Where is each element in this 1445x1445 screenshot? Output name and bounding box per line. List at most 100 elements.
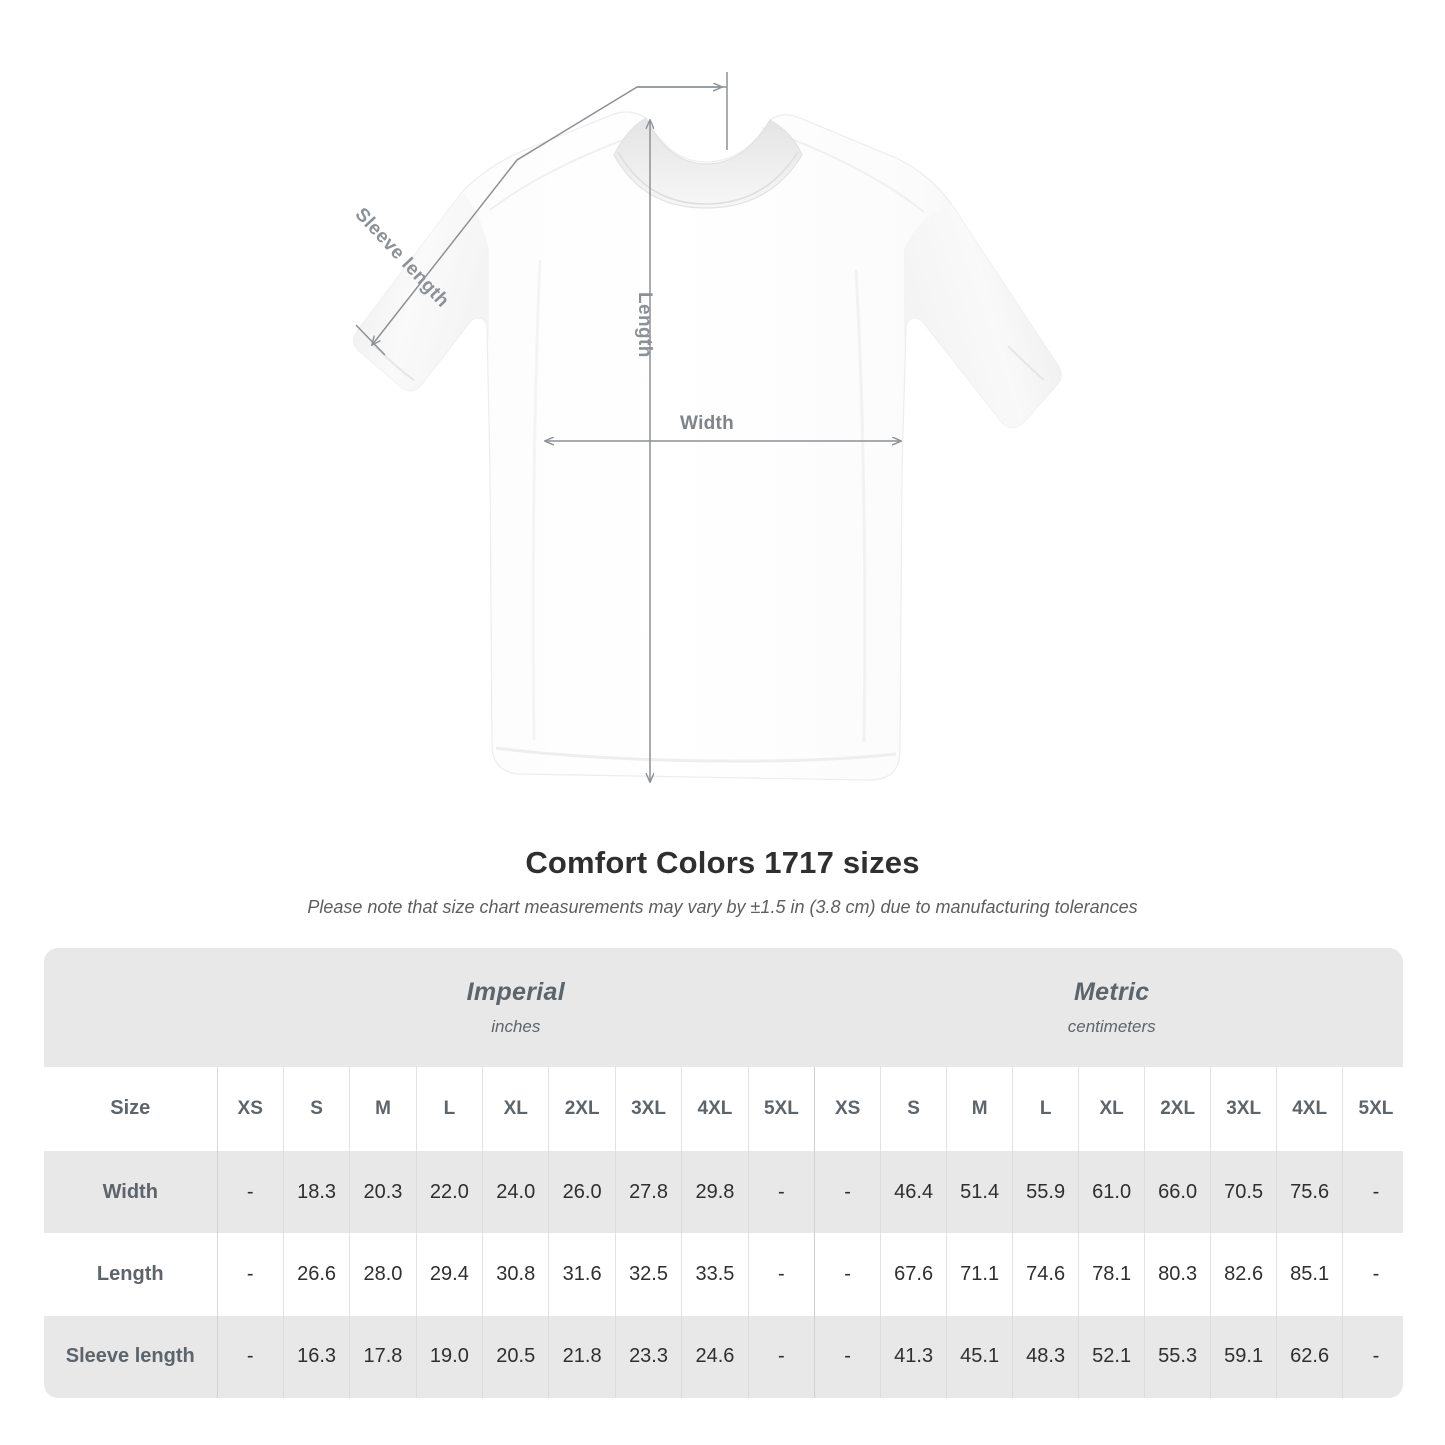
metric-label: Metric (1073, 977, 1150, 1006)
header-metric-3xl: 3XL (1210, 1066, 1278, 1151)
tshirt-illustration (352, 72, 1062, 830)
header-imperial-xl: XL (482, 1066, 550, 1151)
tshirt-diagram: Sleeve length Length Width (351, 72, 1062, 830)
row-label-length: Length (44, 1233, 218, 1316)
cell-width-imperial-m: 20.3 (349, 1150, 417, 1234)
table-row: Length - 26.6 28.0 29.4 30.8 31.6 32.5 3… (44, 1233, 1403, 1316)
imperial-unit: inches (491, 1016, 541, 1036)
cell-width-imperial-4xl: 29.8 (681, 1150, 749, 1234)
cell-sleeve-metric-4xl: 62.6 (1276, 1315, 1344, 1398)
cell-length-metric-l: 74.6 (1012, 1233, 1080, 1316)
cell-length-metric-4xl: 85.1 (1276, 1233, 1344, 1316)
cell-width-metric-2xl: 66.0 (1144, 1150, 1212, 1234)
header-metric-2xl: 2XL (1144, 1066, 1212, 1151)
cell-length-metric-2xl: 80.3 (1144, 1233, 1212, 1316)
unit-system-band: Imperial inches Metric centimeters (44, 948, 1403, 1067)
cell-length-imperial-3xl: 32.5 (615, 1233, 683, 1316)
cell-width-metric-m: 51.4 (946, 1150, 1014, 1234)
cell-sleeve-metric-3xl: 59.1 (1210, 1315, 1278, 1398)
cell-length-imperial-s: 26.6 (283, 1233, 351, 1316)
cell-length-imperial-m: 28.0 (349, 1233, 417, 1316)
length-dimension-label: Length (634, 292, 655, 358)
cell-length-imperial-4xl: 33.5 (681, 1233, 749, 1316)
size-header-row: Size XS S M L XL 2XL 3XL 4XL 5XL XS S M … (44, 1066, 1403, 1151)
cell-sleeve-imperial-2xl: 21.8 (548, 1315, 616, 1398)
size-column-header: Size (44, 1066, 218, 1151)
cell-width-imperial-xs: - (217, 1150, 284, 1234)
header-imperial-3xl: 3XL (615, 1066, 683, 1151)
cell-width-imperial-xl: 24.0 (482, 1150, 550, 1234)
body-fold-left (531, 259, 542, 741)
sleeve-length-cuff-tick (355, 324, 386, 356)
cell-width-metric-5xl: - (1372, 1180, 1380, 1203)
cell-length-imperial-5xl: - (748, 1233, 816, 1316)
header-imperial-2xl: 2XL (548, 1066, 616, 1151)
cell-length-metric-xl: 78.1 (1078, 1233, 1146, 1316)
table-row: Width - 18.3 20.3 22.0 24.0 26.0 27.8 29… (44, 1150, 1403, 1234)
cell-sleeve-imperial-3xl: 23.3 (615, 1315, 683, 1398)
measurement-tolerance-note: Please note that size chart measurements… (307, 897, 1138, 917)
cell-sleeve-imperial-5xl: - (748, 1315, 816, 1398)
header-imperial-xs: XS (217, 1066, 284, 1151)
header-metric-m: M (946, 1066, 1014, 1151)
header-imperial-s: S (283, 1066, 351, 1151)
left-sleeve-hem (371, 343, 415, 381)
bottom-hem (495, 746, 897, 763)
cell-sleeve-metric-m: 45.1 (946, 1315, 1014, 1398)
cell-width-metric-4xl: 75.6 (1276, 1150, 1344, 1234)
cell-sleeve-metric-2xl: 55.3 (1144, 1315, 1212, 1398)
cell-length-imperial-l: 29.4 (416, 1233, 484, 1316)
size-chart-table-container: Imperial inches Metric centimeters Size … (44, 948, 1403, 1398)
header-metric-l: L (1012, 1066, 1080, 1151)
header-imperial-4xl: 4XL (681, 1066, 749, 1151)
cell-width-metric-l: 55.9 (1012, 1150, 1080, 1234)
collar-inner-edge (617, 151, 799, 205)
cell-width-imperial-5xl: - (748, 1150, 816, 1234)
header-metric-5xl: 5XL (1358, 1097, 1394, 1119)
cell-width-imperial-s: 18.3 (283, 1150, 351, 1234)
cell-sleeve-metric-xs: - (814, 1315, 882, 1398)
tshirt-left-sleeve (353, 192, 489, 391)
tshirt-right-sleeve (904, 205, 1062, 428)
unit-band-spacer (44, 948, 217, 1067)
cell-sleeve-metric-l: 48.3 (1012, 1315, 1080, 1398)
measurement-lines (355, 72, 901, 782)
imperial-unit-header: Imperial inches (217, 948, 815, 1067)
width-dimension-label: Width (680, 413, 735, 434)
cell-length-imperial-2xl: 31.6 (548, 1233, 616, 1316)
header-imperial-m: M (349, 1066, 417, 1151)
header-metric-xl: XL (1078, 1066, 1146, 1151)
cell-length-imperial-xl: 30.8 (482, 1233, 550, 1316)
header-metric-4xl: 4XL (1276, 1066, 1344, 1151)
cell-sleeve-imperial-s: 16.3 (283, 1315, 351, 1398)
page-title: Comfort Colors 1717 sizes (525, 845, 920, 880)
cell-length-metric-m: 71.1 (946, 1233, 1014, 1316)
cell-width-metric-xl: 61.0 (1078, 1150, 1146, 1234)
metric-unit: centimeters (1067, 1016, 1156, 1036)
body-fold-right (854, 269, 867, 743)
cell-sleeve-metric-5xl: - (1372, 1345, 1380, 1368)
cell-width-imperial-3xl: 27.8 (615, 1150, 683, 1234)
metric-unit-header: Metric centimeters (815, 948, 1403, 1067)
cell-sleeve-imperial-l: 19.0 (416, 1315, 484, 1398)
size-chart-table: Imperial inches Metric centimeters Size … (44, 948, 1403, 1398)
table-row: Sleeve length - 16.3 17.8 19.0 20.5 21.8… (44, 1315, 1403, 1398)
imperial-label: Imperial (466, 977, 565, 1006)
right-sleeve-hem (1007, 345, 1045, 381)
row-label-sleeve-length: Sleeve length (44, 1315, 218, 1398)
row-label-width: Width (44, 1150, 218, 1234)
header-imperial-5xl: 5XL (748, 1066, 816, 1151)
cell-sleeve-imperial-xs: - (217, 1315, 284, 1398)
header-metric-s: S (880, 1066, 948, 1151)
cell-width-imperial-l: 22.0 (416, 1150, 484, 1234)
tshirt-shape (352, 111, 1062, 781)
chart-heading-block: Comfort Colors 1717 sizes Please note th… (0, 845, 1445, 918)
cell-sleeve-imperial-4xl: 24.6 (681, 1315, 749, 1398)
cell-width-metric-3xl: 70.5 (1210, 1150, 1278, 1234)
cell-sleeve-imperial-xl: 20.5 (482, 1315, 550, 1398)
cell-length-metric-5xl: - (1372, 1262, 1380, 1285)
cell-width-metric-xs: - (814, 1150, 882, 1234)
cell-length-metric-s: 67.6 (880, 1233, 948, 1316)
header-imperial-l: L (416, 1066, 484, 1151)
